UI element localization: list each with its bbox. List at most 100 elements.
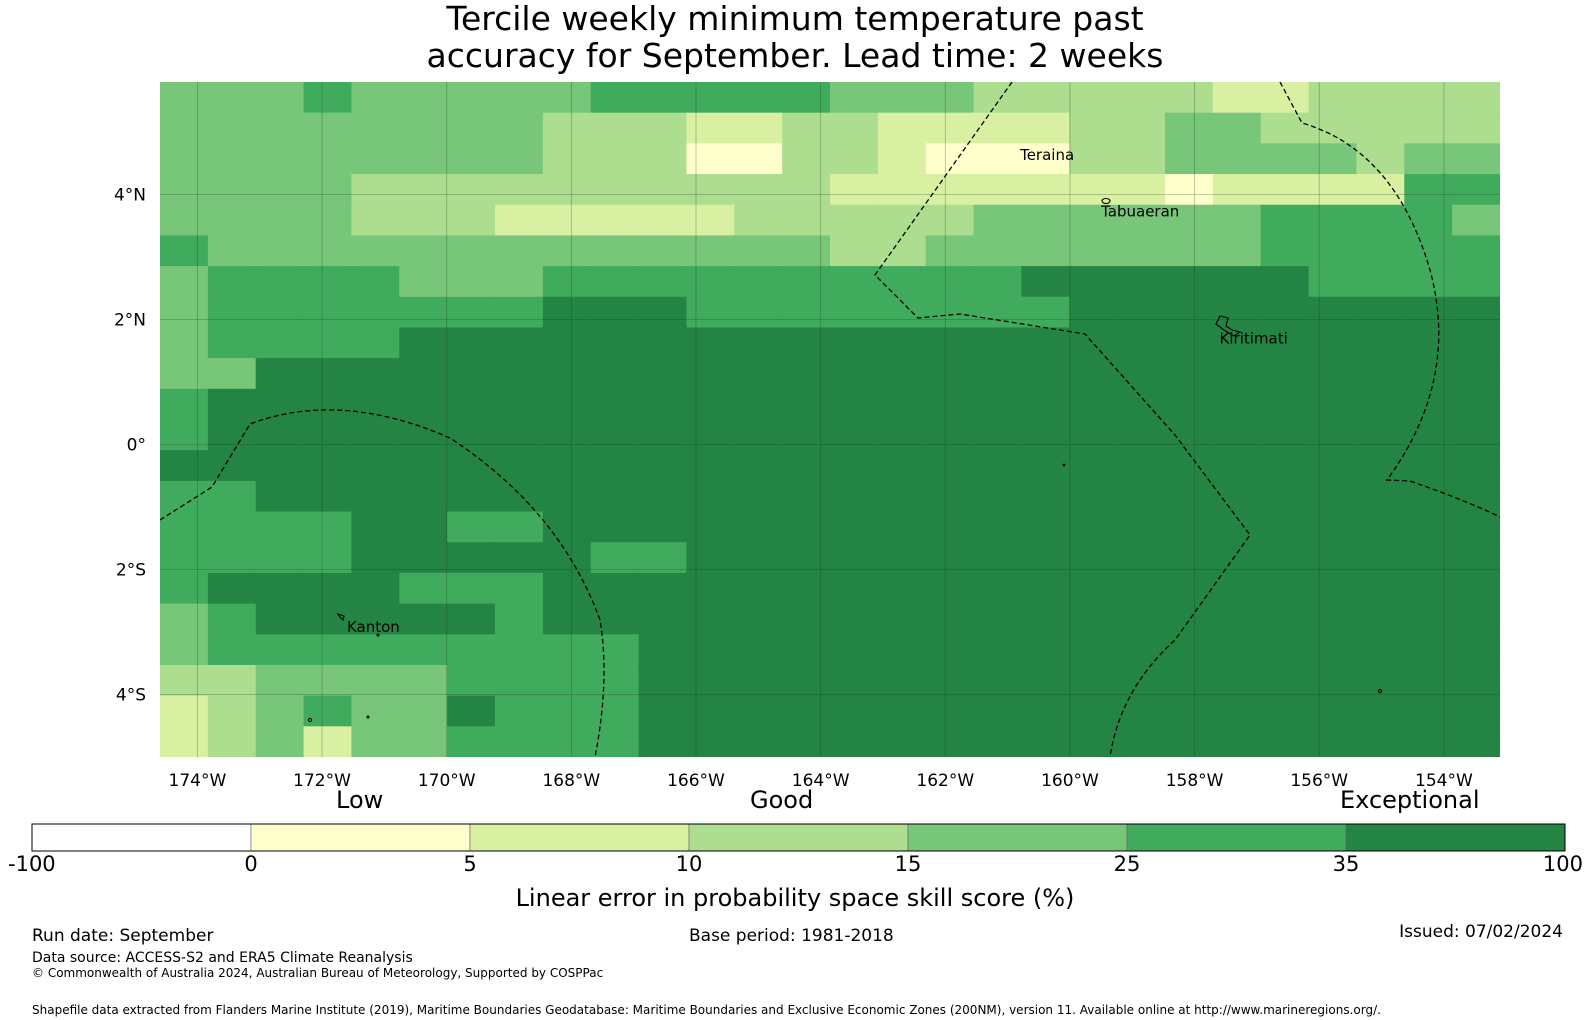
skill-cell bbox=[1069, 511, 1118, 543]
skill-cell bbox=[1404, 634, 1453, 666]
skill-cell bbox=[1452, 266, 1500, 298]
skill-cell bbox=[447, 664, 496, 697]
skill-cell bbox=[1069, 143, 1118, 175]
skill-cell bbox=[303, 726, 353, 757]
skill-cell bbox=[877, 174, 927, 206]
skill-cell bbox=[782, 419, 831, 451]
colorbar-tick-label: 0 bbox=[244, 852, 258, 876]
skill-cell bbox=[925, 296, 975, 329]
skill-cell bbox=[495, 664, 544, 697]
skill-cell bbox=[255, 542, 305, 574]
skill-cell bbox=[1021, 603, 1070, 635]
skill-cell bbox=[160, 450, 209, 482]
skill-cell bbox=[1452, 174, 1500, 206]
skill-cell bbox=[734, 726, 783, 757]
skill-cell bbox=[447, 726, 496, 757]
skill-cell bbox=[1260, 327, 1310, 359]
longitude-tick-label: 170°W bbox=[418, 771, 476, 791]
skill-cell bbox=[399, 112, 448, 144]
skill-cell bbox=[925, 82, 975, 114]
skill-cell bbox=[1404, 726, 1453, 757]
skill-cell bbox=[877, 235, 927, 267]
skill-cell bbox=[1069, 480, 1118, 513]
skill-cell bbox=[638, 174, 688, 206]
skill-cell bbox=[638, 266, 688, 298]
skill-cell bbox=[447, 327, 496, 359]
skill-cell bbox=[734, 542, 783, 574]
skill-cell bbox=[590, 388, 640, 421]
skill-cell bbox=[973, 388, 1023, 421]
skill-cell bbox=[782, 634, 831, 666]
skill-cell bbox=[399, 542, 448, 574]
colorbar-segment bbox=[31, 823, 252, 852]
skill-cell bbox=[1308, 327, 1358, 359]
skill-cell bbox=[1165, 112, 1214, 144]
skill-cell bbox=[351, 726, 400, 757]
skill-cell bbox=[1165, 419, 1214, 451]
skill-cell bbox=[590, 266, 640, 298]
skill-cell bbox=[1260, 174, 1310, 206]
skill-cell bbox=[686, 358, 735, 390]
skill-cell bbox=[399, 511, 448, 543]
skill-cell bbox=[1452, 664, 1500, 697]
skill-cell bbox=[590, 634, 640, 666]
skill-cell bbox=[1308, 480, 1358, 513]
skill-cell bbox=[830, 634, 879, 666]
skill-cell bbox=[1165, 480, 1214, 513]
longitude-tick-label: 172°W bbox=[293, 771, 351, 791]
skill-cell bbox=[782, 664, 831, 697]
skill-cell bbox=[686, 235, 735, 267]
skill-cell bbox=[351, 204, 400, 237]
skill-cell bbox=[1452, 726, 1500, 757]
skill-cell bbox=[303, 603, 353, 635]
skill-cell bbox=[1356, 174, 1405, 206]
skill-cell bbox=[351, 419, 400, 451]
skill-cell bbox=[255, 174, 305, 206]
skill-cell bbox=[1404, 603, 1453, 635]
skill-cell bbox=[590, 419, 640, 451]
skill-cell bbox=[925, 174, 975, 206]
skill-cell bbox=[1117, 511, 1166, 543]
skill-cell bbox=[1165, 327, 1214, 359]
skill-cell bbox=[1212, 695, 1262, 727]
skill-cell bbox=[973, 327, 1023, 359]
skill-cell bbox=[734, 511, 783, 543]
skill-cell bbox=[542, 204, 592, 237]
skill-cell bbox=[973, 112, 1023, 144]
skill-cell bbox=[255, 296, 305, 329]
skill-cell bbox=[1308, 634, 1358, 666]
skill-cell bbox=[830, 174, 879, 206]
latitude-tick-label: 2°N bbox=[114, 311, 146, 331]
skill-cell bbox=[542, 82, 592, 114]
skill-cell bbox=[160, 235, 209, 267]
skill-cell bbox=[686, 603, 735, 635]
skill-cell bbox=[160, 266, 209, 298]
skill-cell bbox=[782, 572, 831, 605]
skill-cell bbox=[638, 511, 688, 543]
skill-cell bbox=[399, 296, 448, 329]
skill-cell bbox=[207, 388, 257, 421]
skill-cell bbox=[734, 174, 783, 206]
skill-cell bbox=[1021, 664, 1070, 697]
longitude-tick-label: 174°W bbox=[169, 771, 227, 791]
skill-cell bbox=[255, 358, 305, 390]
skill-cell bbox=[303, 480, 353, 513]
skill-cell bbox=[1404, 542, 1453, 574]
skill-cell bbox=[542, 511, 592, 543]
skill-cell bbox=[1356, 572, 1405, 605]
skill-cell bbox=[303, 82, 353, 114]
latitude-tick-label: 0° bbox=[127, 436, 146, 456]
skill-cell bbox=[1021, 204, 1070, 237]
skill-cell bbox=[255, 572, 305, 605]
skill-cell bbox=[734, 450, 783, 482]
skill-cell bbox=[925, 112, 975, 144]
skill-cell bbox=[207, 695, 257, 727]
skill-cell bbox=[1165, 82, 1214, 114]
skill-cell bbox=[1260, 143, 1310, 175]
skill-cell bbox=[590, 450, 640, 482]
skill-cell bbox=[1356, 358, 1405, 390]
skill-cell bbox=[542, 480, 592, 513]
island-kanton-outline bbox=[336, 612, 345, 622]
skill-cell bbox=[1452, 235, 1500, 267]
skill-cell bbox=[782, 82, 831, 114]
